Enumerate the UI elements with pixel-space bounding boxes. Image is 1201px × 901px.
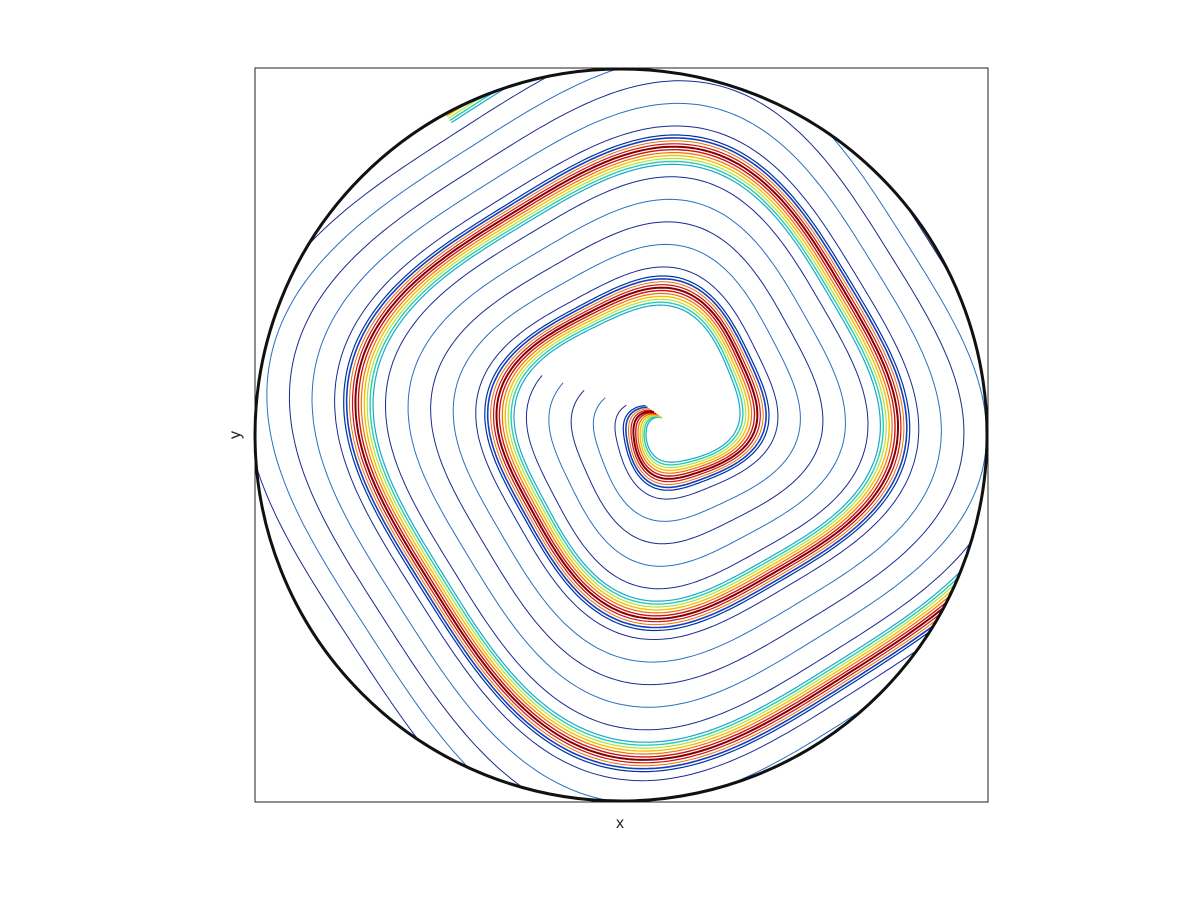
contour-line — [354, 70, 986, 761]
plot-area — [254, 67, 989, 803]
contour-line — [348, 70, 986, 767]
contour-line — [369, 70, 986, 746]
contour-line — [366, 70, 986, 749]
y-axis-label: y — [227, 431, 244, 439]
contour-line — [351, 70, 986, 764]
contour-line — [363, 70, 986, 752]
contour-line — [334, 70, 986, 782]
contour-line — [343, 70, 986, 773]
contour-line — [372, 70, 986, 743]
contour-line — [345, 70, 986, 770]
contour-line — [360, 70, 986, 755]
contour-lines — [256, 70, 986, 800]
x-axis-label: x — [616, 815, 624, 832]
contour-line — [357, 70, 986, 758]
domain-boundary — [253, 67, 989, 803]
